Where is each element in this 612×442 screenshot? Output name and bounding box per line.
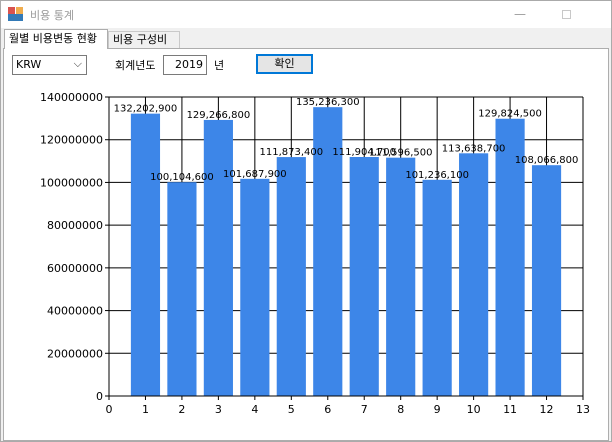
- y-tick-label: 40000000: [47, 305, 103, 318]
- data-label: 108,066,800: [515, 155, 579, 166]
- bar-month-1: [130, 113, 161, 396]
- y-tick-label: 120000000: [40, 134, 103, 147]
- x-tick-label: 5: [288, 403, 295, 416]
- bar-month-5: [276, 157, 306, 396]
- data-label: 113,638,700: [442, 143, 506, 154]
- data-label: 129,824,500: [478, 109, 542, 120]
- data-label: 100,104,600: [150, 172, 214, 183]
- fiscal-year-label: 회계년도: [115, 59, 156, 72]
- confirm-button[interactable]: 확인: [256, 54, 313, 74]
- bar-month-4: [240, 178, 270, 396]
- x-tick-label: 11: [503, 403, 517, 416]
- bar-month-10: [459, 153, 489, 396]
- bar-month-3: [203, 119, 233, 397]
- tab-panel: KRW ⌵ 회계년도 2019 년 확인 0 20000000 40000000 60…: [3, 48, 609, 441]
- data-label: 111,904,700: [332, 147, 396, 158]
- minimize-icon: —: [514, 7, 526, 21]
- bar-month-9: [422, 179, 452, 396]
- bar-month-11: [495, 118, 525, 396]
- data-label: 101,687,900: [223, 169, 287, 180]
- data-label: 132,202,900: [114, 104, 178, 115]
- y-tick-label: 140000000: [40, 91, 103, 104]
- window-title: 비용 통계: [30, 9, 74, 22]
- x-tick-label: 4: [251, 403, 258, 416]
- tab-cost-composition[interactable]: 비용 구성비: [108, 31, 180, 48]
- chevron-down-icon: ⌵: [73, 57, 82, 70]
- bar-month-2: [167, 182, 197, 396]
- data-label: 101,236,100: [405, 170, 469, 181]
- bar-month-7: [349, 157, 379, 396]
- y-tick-label: 60000000: [47, 262, 103, 275]
- title-bar: 비용 통계 —: [1, 1, 611, 28]
- y-tick-label: 80000000: [47, 219, 103, 232]
- tab-monthly-cost[interactable]: 월별 비용변동 현황: [4, 29, 108, 49]
- currency-select[interactable]: KRW ⌵: [12, 55, 87, 75]
- fiscal-year-input[interactable]: 2019: [163, 55, 207, 75]
- bar-month-6: [313, 107, 343, 397]
- data-label: 129,266,800: [187, 110, 251, 121]
- x-tick-label: 6: [324, 403, 331, 416]
- data-label: 111,596,500: [369, 148, 433, 159]
- x-tick-label: 12: [540, 403, 554, 416]
- currency-value: KRW: [16, 58, 42, 71]
- y-tick-label: 0: [96, 390, 103, 403]
- data-label: 135,236,300: [296, 97, 360, 108]
- bar-month-12: [531, 165, 562, 396]
- app-icon: [8, 7, 24, 21]
- data-label: 111,873,400: [259, 147, 323, 158]
- maximize-icon: [561, 10, 571, 19]
- x-tick-label: 8: [397, 403, 404, 416]
- minimize-button[interactable]: —: [497, 1, 543, 28]
- x-tick-label: 10: [467, 403, 481, 416]
- x-tick-label: 9: [434, 403, 441, 416]
- monthly-cost-chart: 0 20000000 40000000 60000000 80000000 1000000…: [40, 91, 590, 416]
- y-tick-label: 20000000: [47, 347, 103, 360]
- y-tick-label: 100000000: [40, 176, 103, 189]
- x-tick-label: 13: [576, 403, 590, 416]
- x-tick-label: 2: [178, 403, 185, 416]
- x-tick-label: 0: [106, 403, 113, 416]
- x-tick-label: 1: [142, 403, 149, 416]
- year-suffix-label: 년: [214, 59, 225, 72]
- bar-month-8: [386, 157, 416, 396]
- x-tick-label: 3: [215, 403, 222, 416]
- maximize-button[interactable]: [543, 1, 589, 28]
- x-tick-label: 7: [361, 403, 368, 416]
